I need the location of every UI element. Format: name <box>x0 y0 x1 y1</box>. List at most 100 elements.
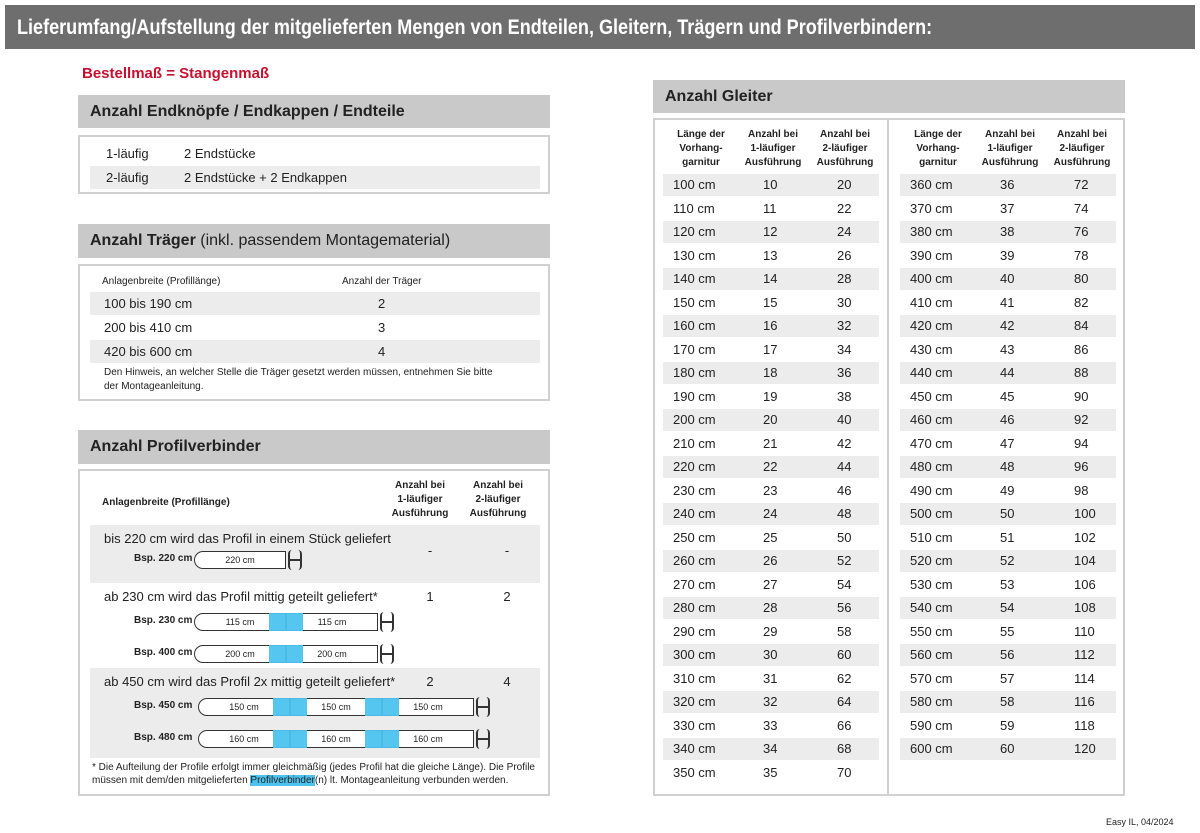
section-box: Anlagenbreite (Profillänge) Anzahl der Tr… <box>78 264 550 401</box>
table-cell: 1-läufig <box>106 146 149 161</box>
header-bar: Lieferumfang/Aufstellung der mitgeliefer… <box>5 5 1195 49</box>
table-cell: 560 cm <box>910 647 953 662</box>
table-cell: 220 cm <box>673 459 716 474</box>
table-cell: 34 <box>763 741 778 756</box>
column-header-line: Vorhang- <box>679 143 723 154</box>
table-row: 390 cm 39 78 <box>900 245 1116 267</box>
connector <box>273 730 307 748</box>
table-cell: 39 <box>1000 247 1015 263</box>
table-cell: 270 cm <box>673 576 716 592</box>
table-row: 560 cm 56 112 <box>900 644 1116 666</box>
table-cell: 16 <box>763 318 778 333</box>
piece-label: 160 cm <box>321 734 351 744</box>
table-cell: 38 <box>1000 224 1015 239</box>
table-cell: 45 <box>1000 388 1015 404</box>
column-header-line: 2-läufiger <box>475 494 521 505</box>
table-cell: 29 <box>763 623 778 639</box>
connector <box>273 698 307 716</box>
column-header-line: 1-läufiger <box>750 143 796 154</box>
profile-drawing: 220 cm <box>194 550 302 570</box>
table-cell: 42 <box>837 435 852 451</box>
column-header: Länge der Vorhang-garnitur <box>663 128 739 170</box>
profile-piece: 160 cm <box>198 730 290 748</box>
divider <box>887 120 889 794</box>
table-cell: 11 <box>763 200 777 216</box>
example-label: Bsp. 480 cm <box>134 732 193 743</box>
table-cell: 116 <box>1074 694 1095 709</box>
table-row: 350 cm 35 70 <box>663 762 879 784</box>
note: Den Hinweis, an welcher Stelle die Träge… <box>104 367 493 392</box>
table-cell: 250 cm <box>673 529 716 545</box>
column-header-line: 1-läufiger <box>987 143 1033 154</box>
profile-drawing: 160 cm 160 cm 160 cm <box>198 729 490 749</box>
table-cell: 12 <box>763 224 778 239</box>
group-value: 2 <box>503 589 511 604</box>
table-cell: 80 <box>1074 271 1089 286</box>
table-row: 440 cm 44 88 <box>900 362 1116 384</box>
table-row: 160 cm 16 32 <box>663 315 879 337</box>
column-header-line: garnitur <box>919 157 957 168</box>
table-row: 200 cm 20 40 <box>663 409 879 431</box>
piece-label: 150 cm <box>321 702 351 712</box>
table-cell: 41 <box>1000 294 1015 310</box>
table-cell: 26 <box>763 553 778 568</box>
table-cell: 64 <box>837 694 852 709</box>
table-row: 580 cm 58 116 <box>900 691 1116 713</box>
table-row: 400 cm 40 80 <box>900 268 1116 290</box>
table-cell: 24 <box>763 506 778 521</box>
group-text: ab 230 cm wird das Profil mittig geteilt… <box>104 589 378 604</box>
table-row: 120 cm 12 24 <box>663 221 879 243</box>
connector <box>269 645 303 663</box>
table-row: 530 cm 53 106 <box>900 574 1116 596</box>
table-row: 220 cm 22 44 <box>663 456 879 478</box>
table-row: 100 bis 190 cm 2 <box>90 292 540 315</box>
column-header-line: Anzahl bei <box>819 129 870 140</box>
column-header-line: Anzahl bei <box>984 129 1035 140</box>
table-cell: 66 <box>837 717 852 733</box>
footer: Easy IL, 04/2024 <box>1106 817 1174 827</box>
table-cell: 430 cm <box>910 341 953 357</box>
piece-label: 220 cm <box>225 555 255 565</box>
table-cell: 44 <box>837 459 852 474</box>
table-cell: 110 cm <box>673 200 715 216</box>
column-header: Anlagenbreite (Profillänge) <box>102 497 230 508</box>
table-cell: 200 bis 410 cm <box>104 320 193 335</box>
table-cell: 530 cm <box>910 576 953 592</box>
column-header: Anzahl bei 2-läufiger Ausführung <box>807 128 883 170</box>
section-box: 1-läufig 2 Endstücke 2-läufig 2 Endstücke +… <box>78 135 550 194</box>
table-cell: 92 <box>1074 412 1089 427</box>
table-cell: 98 <box>1074 482 1089 498</box>
table-cell: 106 <box>1074 576 1096 592</box>
table-cell: 150 cm <box>673 294 716 310</box>
column-header-line: Ausführung <box>391 508 449 519</box>
table-cell: 540 cm <box>910 600 953 615</box>
table-cell: 36 <box>1000 177 1015 192</box>
table-row: 330 cm 33 66 <box>663 715 879 737</box>
table-row: 510 cm 51 102 <box>900 527 1116 549</box>
table-cell: 50 <box>1000 506 1015 521</box>
group-value: - <box>427 543 433 558</box>
table-cell: 36 <box>837 365 852 380</box>
table-cell: 43 <box>1000 341 1015 357</box>
group-value: - <box>504 543 510 558</box>
table-cell: 100 bis 190 cm <box>104 296 193 311</box>
profile-piece: 115 cm <box>286 613 378 631</box>
table-row: 470 cm 47 94 <box>900 433 1116 455</box>
table-cell: 2 Endstücke + 2 Endkappen <box>184 170 347 185</box>
table-cell: 48 <box>837 506 852 521</box>
table-cell: 78 <box>1074 247 1089 263</box>
column-header: Anzahl bei 2-läufiger Ausführung <box>458 479 538 521</box>
table-cell: 82 <box>1074 294 1089 310</box>
table-row: 150 cm 15 30 <box>663 292 879 314</box>
group-text: bis 220 cm wird das Profil in einem Stüc… <box>104 531 391 546</box>
table-cell: 84 <box>1074 318 1089 333</box>
table-cell: 240 cm <box>673 506 716 521</box>
table-cell: 290 cm <box>673 623 716 639</box>
column-header-line: Ausführung <box>981 157 1039 168</box>
column-header-line: garnitur <box>682 157 720 168</box>
table-cell: 70 <box>837 764 852 780</box>
column-header: Anzahl bei 1-läufiger Ausführung <box>972 128 1048 170</box>
column-header-line: 2-läufiger <box>822 143 868 154</box>
section-box: Länge der Vorhang-garnitur Anzahl bei 1-läu… <box>653 118 1125 796</box>
table-row: 210 cm 21 42 <box>663 433 879 455</box>
